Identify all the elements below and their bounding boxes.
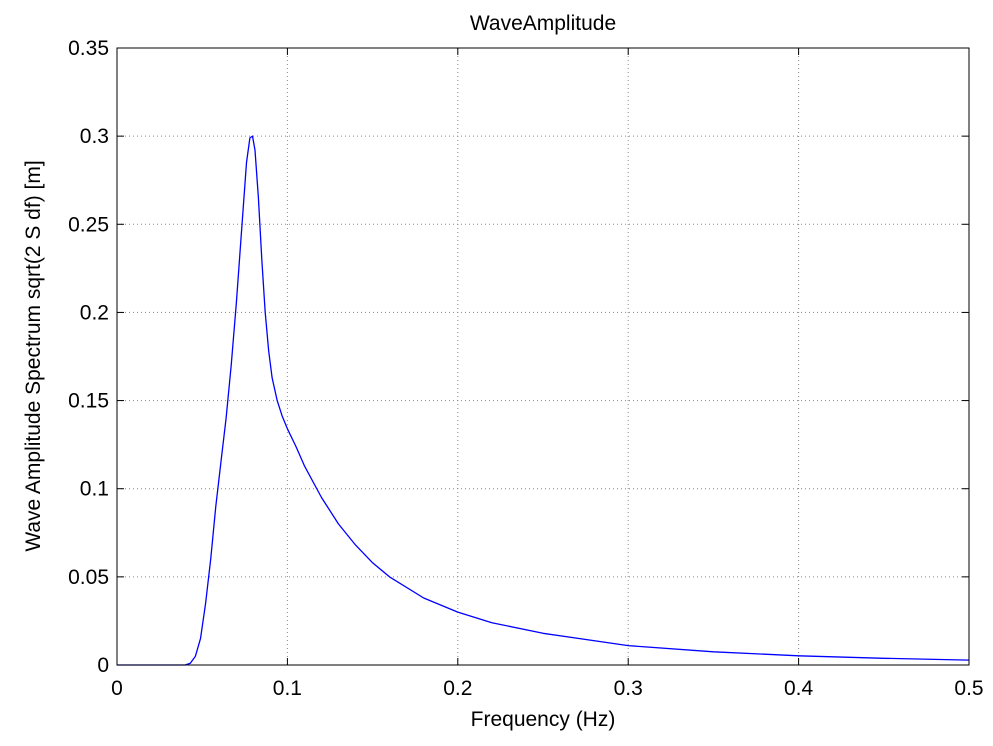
y-tick-label: 0.25 (68, 213, 109, 236)
x-tick-label: 0.2 (443, 677, 472, 700)
x-tick-label: 0.5 (954, 677, 983, 700)
y-axis-label: Wave Amplitude Spectrum sqrt(2 S df) [m] (22, 160, 45, 551)
plot-area-frame (116, 47, 970, 666)
series-line-wave-amplitude (117, 135, 970, 666)
x-axis-label: Frequency (Hz) (471, 708, 616, 731)
x-tick-label: 0.1 (273, 677, 302, 700)
y-tick-label: 0.1 (80, 478, 109, 501)
y-tick-label: 0 (97, 654, 109, 677)
ticks: 0 0.1 0.2 0.3 0.4 0.5 0 0.05 0.1 0.15 0.2 0.25 0.3 0.… (68, 37, 983, 700)
x-tick-label: 0.3 (614, 677, 643, 700)
y-tick-label: 0.3 (80, 125, 109, 148)
x-tick-label: 0.4 (784, 677, 814, 700)
x-tick-label: 0 (111, 677, 123, 700)
y-tick-label: 0.35 (68, 37, 109, 60)
y-tick-label: 0.15 (68, 390, 109, 413)
y-tick-label: 0.05 (68, 566, 109, 589)
chart-title: WaveAmplitude (470, 12, 616, 35)
series-layer (117, 135, 970, 666)
y-tick-label: 0.2 (80, 301, 109, 324)
grid (117, 48, 969, 665)
